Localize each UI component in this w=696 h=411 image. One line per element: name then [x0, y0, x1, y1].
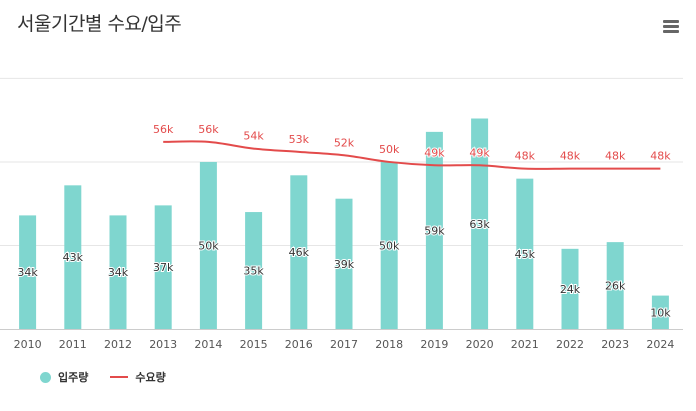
- x-tick-label: 2012: [104, 338, 132, 351]
- chart-title: 서울기간별 수요/입주: [17, 13, 182, 35]
- legend: 입주량 수요량: [40, 369, 188, 385]
- supply-bar-2021[interactable]: [516, 178, 534, 329]
- demand-value-label: 48k: [560, 150, 581, 163]
- supply-value-label: 34k: [108, 266, 129, 279]
- supply-value-label: 46k: [289, 246, 310, 259]
- legend-supply-marker: [40, 371, 51, 383]
- supply-bar-2014[interactable]: [199, 161, 217, 329]
- supply-bar-2012[interactable]: [109, 215, 127, 329]
- hamburger-menu-icon[interactable]: [663, 20, 679, 33]
- supply-value-label: 24k: [560, 283, 581, 296]
- x-tick-label: 2023: [601, 338, 629, 351]
- x-tick-label: 2016: [285, 338, 313, 351]
- supply-value-label: 37k: [153, 261, 174, 274]
- x-tick-label: 2019: [420, 338, 448, 351]
- x-tick-label: 2013: [149, 338, 177, 351]
- x-tick-label: 2020: [466, 338, 494, 351]
- demand-value-label: 49k: [469, 146, 490, 159]
- x-tick-label: 2015: [240, 338, 268, 351]
- demand-value-label: 52k: [334, 136, 355, 149]
- supply-bar-2010[interactable]: [19, 215, 37, 329]
- x-tick-label: 2018: [375, 338, 403, 351]
- supply-bar-2015[interactable]: [245, 212, 263, 329]
- supply-value-label: 39k: [334, 258, 355, 271]
- supply-bar-2019[interactable]: [425, 131, 443, 329]
- demand-line-labels: 56k 56k 54k 53k 52k 50k 49k 49k 48k 48k 48k 48k: [152, 122, 672, 164]
- supply-bar-2017[interactable]: [335, 198, 353, 329]
- legend-demand-label: 수요량: [135, 371, 166, 384]
- demand-value-label: 48k: [605, 150, 626, 163]
- supply-value-label: 26k: [605, 280, 626, 293]
- legend-item-demand[interactable]: 수요량: [110, 369, 166, 385]
- x-tick-label: 2017: [330, 338, 358, 351]
- demand-line: [163, 140, 661, 170]
- demand-series-line[interactable]: [163, 140, 661, 170]
- demand-value-label: 56k: [198, 123, 219, 136]
- supply-bar-2024[interactable]: [651, 295, 669, 329]
- supply-value-label: 34k: [17, 266, 38, 279]
- demand-value-label: 48k: [515, 150, 536, 163]
- x-tick-label: 2014: [194, 338, 222, 351]
- x-tick-label: 2010: [14, 338, 42, 351]
- supply-value-label: 63k: [469, 218, 490, 231]
- supply-value-label: 10k: [650, 306, 671, 319]
- supply-bar-2018[interactable]: [380, 161, 398, 329]
- legend-item-supply[interactable]: 입주량: [40, 369, 88, 385]
- supply-bar-2013[interactable]: [154, 205, 172, 329]
- supply-bar-2011[interactable]: [64, 185, 82, 329]
- supply-value-label: 43k: [63, 251, 84, 264]
- supply-bar-labels: 34k 43k 34k 37k 50k 35k 46k 39k 50k 59k 63k 45k 24k 2…: [16, 217, 672, 321]
- demand-value-label: 54k: [243, 130, 264, 143]
- supply-bars: [19, 118, 669, 329]
- legend-supply-label: 입주량: [58, 371, 89, 384]
- x-tick-label: 2011: [59, 338, 87, 351]
- demand-value-label: 49k: [424, 146, 445, 159]
- supply-bar-2016[interactable]: [290, 175, 308, 329]
- demand-value-label: 48k: [650, 150, 671, 163]
- supply-value-label: 45k: [515, 248, 536, 261]
- supply-value-label: 50k: [198, 239, 219, 252]
- x-tick-label: 2021: [511, 338, 539, 351]
- supply-bar-2023[interactable]: [606, 242, 624, 329]
- supply-value-label: 50k: [379, 239, 400, 252]
- x-tick-label: 2024: [646, 338, 674, 351]
- legend-demand-marker: [110, 376, 129, 378]
- supply-bar-2020[interactable]: [471, 118, 489, 329]
- x-axis: 2010 2011 2012 2013 2014 2015 2016 2017 2018 2019…: [0, 329, 683, 351]
- supply-value-label: 59k: [424, 224, 445, 237]
- demand-value-label: 53k: [289, 133, 310, 146]
- x-tick-label: 2022: [556, 338, 584, 351]
- supply-value-label: 35k: [243, 265, 264, 278]
- demand-value-label: 50k: [379, 143, 400, 156]
- demand-value-label: 56k: [153, 123, 174, 136]
- supply-bar-2022[interactable]: [561, 248, 579, 329]
